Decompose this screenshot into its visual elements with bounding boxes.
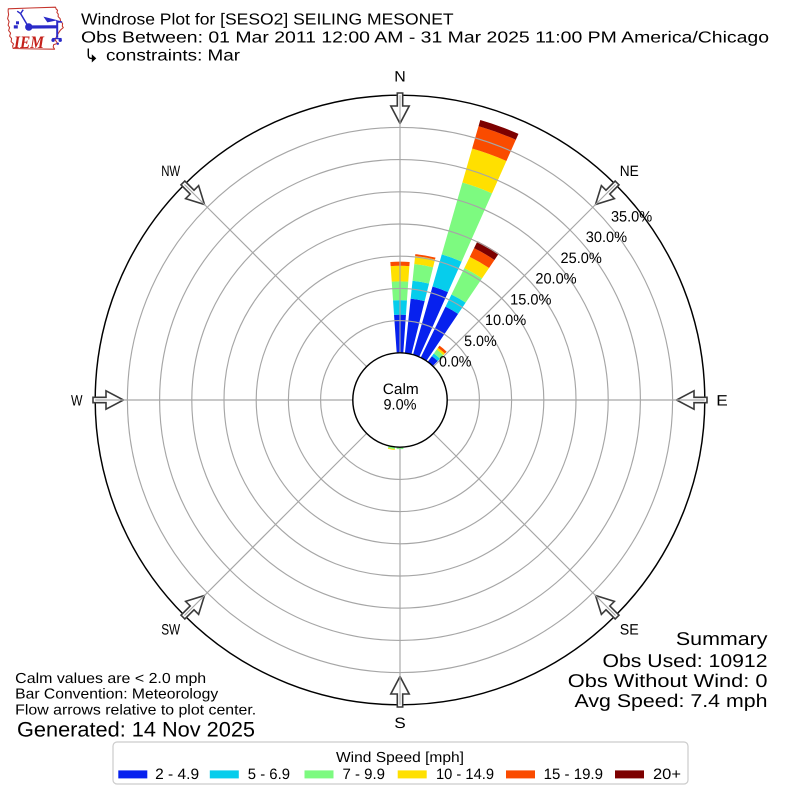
svg-text:Calm values are < 2.0 mph: Calm values are < 2.0 mph xyxy=(15,671,206,687)
svg-text:N: N xyxy=(394,68,406,85)
svg-text:35.0%: 35.0% xyxy=(611,209,652,226)
svg-text:5 - 6.9: 5 - 6.9 xyxy=(248,766,290,783)
svg-text:Windrose Plot for [SESO2] SEIL: Windrose Plot for [SESO2] SEILING MESONE… xyxy=(81,11,454,28)
svg-text:9.0%: 9.0% xyxy=(384,397,417,414)
svg-text:E: E xyxy=(716,392,728,409)
svg-text:W: W xyxy=(71,392,83,409)
svg-text:NE: NE xyxy=(620,163,639,180)
svg-text:15 - 19.9: 15 - 19.9 xyxy=(544,766,603,783)
svg-text:Obs Without Wind: 0: Obs Without Wind: 0 xyxy=(568,670,768,691)
svg-text:Summary: Summary xyxy=(676,628,768,649)
svg-text:SW: SW xyxy=(161,622,181,639)
svg-text:7 - 9.9: 7 - 9.9 xyxy=(343,766,386,783)
svg-text:Generated: 14 Nov 2025: Generated: 14 Nov 2025 xyxy=(17,719,255,742)
svg-text:Obs Used: 10912: Obs Used: 10912 xyxy=(603,650,768,671)
svg-text:20+: 20+ xyxy=(653,766,681,783)
svg-text:10 - 14.9: 10 - 14.9 xyxy=(436,766,494,783)
svg-text:S: S xyxy=(394,715,406,732)
svg-text:Bar Convention: Meteorology: Bar Convention: Meteorology xyxy=(15,687,219,703)
svg-text:15.0%: 15.0% xyxy=(510,292,551,309)
svg-text:Flow arrows relative to plot c: Flow arrows relative to plot center. xyxy=(15,703,256,719)
svg-text:Obs Between: 01 Mar 2011 12:00: Obs Between: 01 Mar 2011 12:00 AM - 31 M… xyxy=(81,30,769,47)
svg-text:NW: NW xyxy=(161,163,181,180)
svg-text:10.0%: 10.0% xyxy=(485,312,526,329)
svg-text:20.0%: 20.0% xyxy=(535,271,576,288)
svg-text:0.0%: 0.0% xyxy=(439,354,472,371)
svg-text:Avg Speed: 7.4 mph: Avg Speed: 7.4 mph xyxy=(575,690,768,711)
svg-text:2 - 4.9: 2 - 4.9 xyxy=(155,766,199,783)
svg-text:constraints: Mar: constraints: Mar xyxy=(106,48,241,65)
svg-text:5.0%: 5.0% xyxy=(464,333,497,350)
svg-text:30.0%: 30.0% xyxy=(586,229,627,246)
svg-text:SE: SE xyxy=(620,622,639,639)
svg-text:IEM: IEM xyxy=(13,32,45,52)
svg-text:Calm: Calm xyxy=(383,381,419,398)
svg-text:Wind Speed [mph]: Wind Speed [mph] xyxy=(336,750,464,766)
svg-text:25.0%: 25.0% xyxy=(561,250,602,267)
